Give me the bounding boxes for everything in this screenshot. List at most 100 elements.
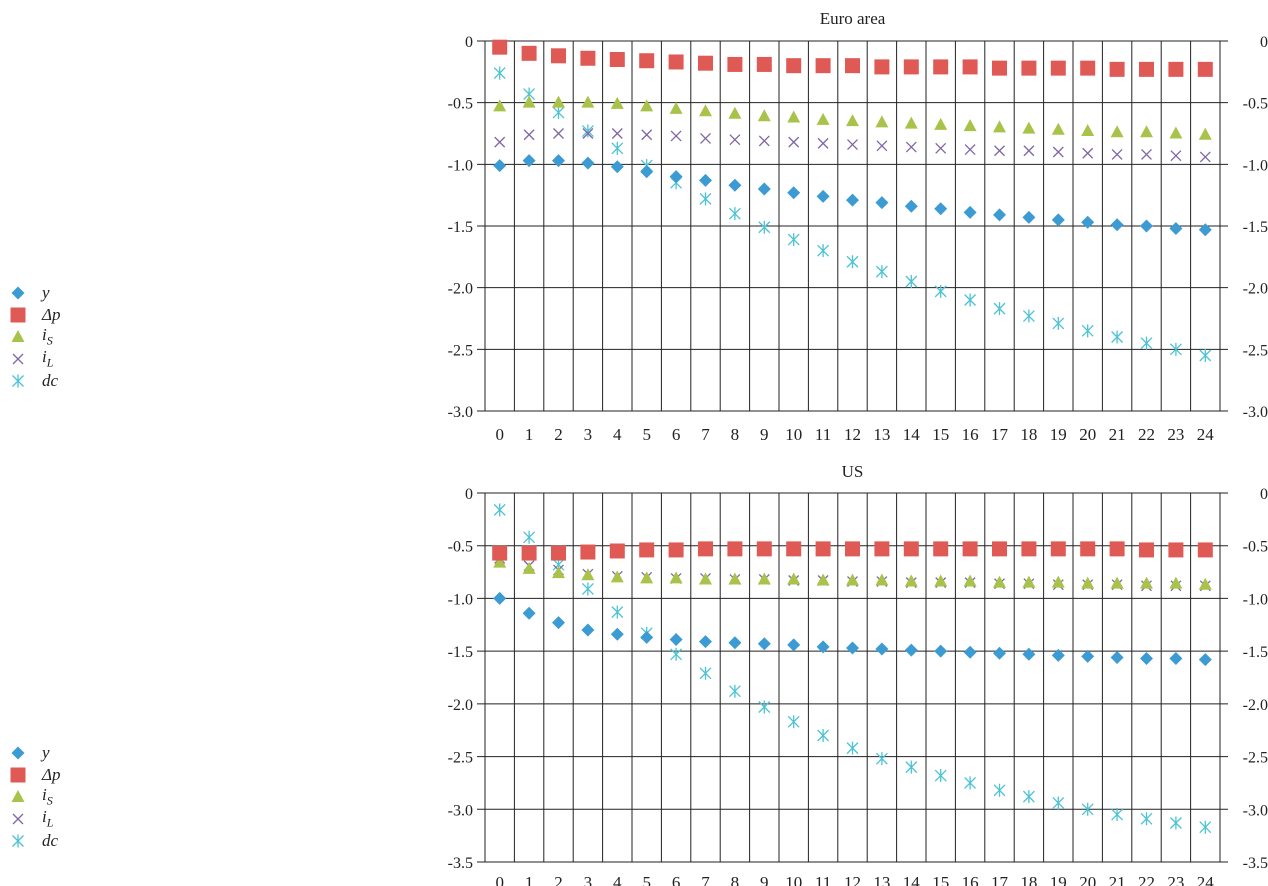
- y-tick-label-right: -2.0: [1243, 281, 1268, 298]
- data-point-dp: [580, 50, 596, 66]
- data-point-y: [552, 616, 565, 630]
- data-point-iS: [1022, 121, 1036, 134]
- data-point-dp: [698, 55, 713, 71]
- legend-swatch-iS: [11, 790, 25, 802]
- data-point-dp: [668, 54, 684, 70]
- data-point-dc: [1052, 796, 1065, 810]
- data-point-dp: [903, 541, 919, 557]
- x-tick-label: 0: [495, 873, 504, 886]
- x-tick-label: 21: [1109, 873, 1126, 886]
- data-point-iS: [963, 119, 977, 132]
- data-point-dp: [492, 545, 508, 561]
- data-point-dc: [934, 769, 947, 783]
- data-point-dp: [933, 541, 949, 557]
- x-tick-label: 18: [1020, 873, 1037, 886]
- data-point-dc: [493, 66, 506, 80]
- legend-swatch-iL: [12, 353, 24, 365]
- data-point-iS: [875, 115, 889, 128]
- x-tick-label: 9: [760, 425, 769, 444]
- data-point-y: [963, 205, 977, 219]
- data-point-iS: [1081, 576, 1095, 589]
- data-point-y: [581, 156, 595, 170]
- legend-label: iS: [42, 325, 53, 348]
- y-tick-label-left: -3.0: [448, 404, 473, 421]
- data-point-iS: [699, 572, 712, 585]
- data-point-y: [1081, 649, 1095, 663]
- y-tick-label-right: 0: [1260, 486, 1268, 503]
- x-tick-label: 20: [1079, 873, 1096, 886]
- data-point-dp: [1080, 541, 1096, 557]
- data-point-dc: [846, 741, 859, 755]
- data-point-iS: [610, 570, 624, 583]
- data-point-dp: [1168, 542, 1184, 558]
- data-point-iL: [876, 140, 888, 152]
- data-point-dc: [758, 700, 771, 714]
- data-point-dp: [1050, 60, 1066, 76]
- y-tick-label-left: -2.5: [448, 750, 473, 767]
- data-point-y: [963, 645, 977, 659]
- data-point-dp: [1197, 61, 1213, 77]
- data-point-y: [1198, 223, 1212, 237]
- y-tick-label-left: -1.0: [448, 591, 473, 608]
- y-tick-label-right: -3.0: [1243, 802, 1268, 819]
- data-point-iS: [816, 573, 830, 586]
- y-tick-label-left: -2.0: [448, 281, 473, 298]
- legend-us: y Δp iS iL dc: [10, 742, 130, 852]
- y-tick-label-left: -1.5: [448, 644, 473, 661]
- data-point-iS: [522, 95, 536, 108]
- data-point-dp: [992, 60, 1007, 76]
- data-point-iS: [610, 96, 624, 109]
- data-point-dc: [611, 605, 624, 619]
- legend-marker-icon: [10, 786, 42, 808]
- data-point-y: [875, 196, 889, 210]
- data-point-y: [610, 627, 624, 641]
- data-point-iL: [523, 129, 535, 141]
- data-point-y: [993, 208, 1006, 222]
- data-point-iS: [816, 112, 830, 125]
- legend-swatch-dc: [12, 374, 24, 388]
- legend-swatch-y: [11, 286, 25, 300]
- y-tick-label-right: -3.0: [1243, 404, 1268, 421]
- data-point-iS: [846, 573, 859, 586]
- data-point-dc: [670, 647, 683, 661]
- y-tick-label-left: 0: [465, 486, 473, 503]
- data-point-iS: [669, 101, 683, 114]
- data-point-dc: [934, 284, 947, 298]
- x-tick-label: 1: [525, 873, 534, 886]
- data-point-dc: [699, 666, 712, 680]
- x-tick-label: 6: [672, 425, 681, 444]
- data-point-y: [875, 642, 889, 656]
- data-point-dc: [905, 275, 918, 288]
- data-point-y: [1169, 652, 1183, 666]
- data-point-dc: [758, 220, 771, 234]
- chart-title: US: [842, 462, 864, 481]
- data-point-dc: [787, 233, 800, 247]
- x-tick-label: 17: [991, 425, 1009, 444]
- legend-item-dp: Δp: [10, 764, 130, 786]
- data-point-dc: [728, 684, 741, 698]
- y-tick-label-left: -0.5: [448, 539, 473, 556]
- data-point-dp: [1050, 541, 1066, 557]
- data-point-iL: [1023, 145, 1035, 157]
- y-tick-label-right: -1.0: [1243, 157, 1268, 174]
- data-point-y: [699, 635, 712, 649]
- y-tick-label-right: -2.5: [1243, 342, 1268, 359]
- y-tick-label-right: -0.5: [1243, 539, 1268, 556]
- data-point-y: [669, 170, 683, 184]
- data-point-iS: [787, 572, 801, 585]
- data-point-dp: [962, 541, 978, 557]
- x-tick-label: 9: [760, 873, 769, 886]
- data-point-y: [1051, 213, 1065, 227]
- data-point-dc: [817, 244, 830, 258]
- data-point-dc: [993, 783, 1006, 797]
- y-tick-label-left: -3.5: [448, 855, 473, 872]
- data-point-y: [1022, 647, 1036, 661]
- data-point-y: [934, 644, 948, 658]
- y-tick-label-right: 0: [1260, 34, 1268, 51]
- x-tick-label: 24: [1197, 873, 1215, 886]
- data-point-y: [1140, 652, 1153, 666]
- data-point-y: [493, 591, 507, 605]
- x-tick-label: 19: [1050, 425, 1067, 444]
- data-point-dp: [756, 56, 772, 72]
- x-tick-label: 7: [701, 425, 710, 444]
